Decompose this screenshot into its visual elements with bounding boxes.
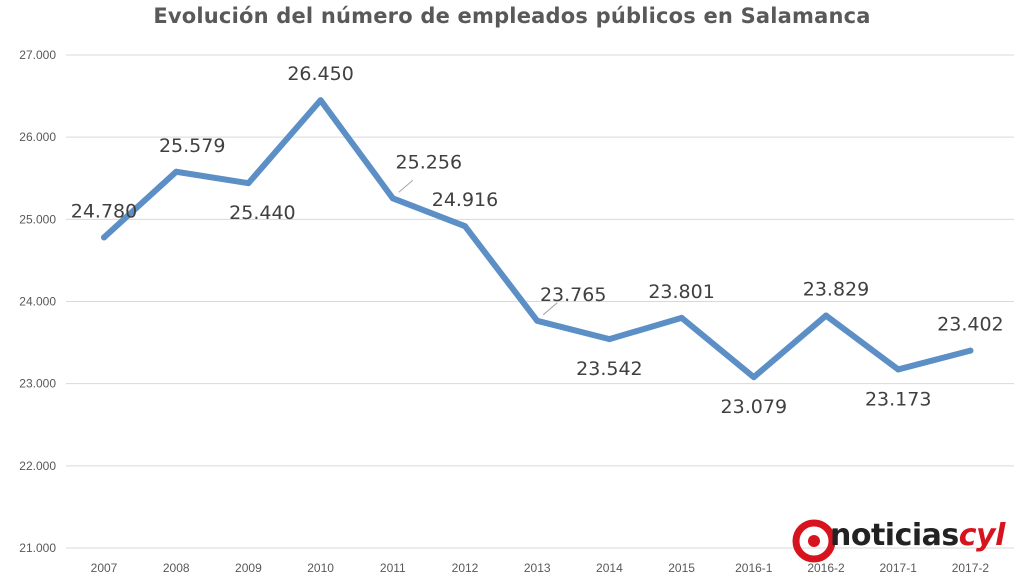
data-label: 23.829 [803,279,869,301]
data-point [534,317,541,324]
y-axis-ticks: 21.000 22.000 23.000 24.000 25.000 26.000 27.0… [19,48,56,555]
data-label: 24.916 [432,189,498,211]
data-label: 23.173 [865,388,931,410]
data-point [823,312,829,319]
data-label: 25.579 [159,135,225,157]
label-leader-line [398,179,414,193]
x-tick-label: 2016-1 [735,561,773,575]
x-tick-label: 2017-2 [952,561,990,575]
data-point [462,223,468,230]
data-point [317,97,324,104]
data-label: 23.079 [721,396,787,418]
x-tick-label: 2015 [668,561,695,575]
data-point [245,180,252,187]
data-label: 26.450 [287,63,353,85]
x-tick-label: 2010 [307,561,334,575]
series-line [101,97,974,381]
gridlines [66,54,1014,549]
data-labels: 24.780 25.579 25.440 26.450 25.256 24.916 23.7… [71,63,1004,418]
data-label: 23.542 [576,358,642,380]
x-axis-ticks: 2007 2008 2009 2010 2011 2012 2013 2014 2015 2016… [91,561,990,575]
data-point [678,314,685,321]
data-label: 23.402 [937,314,1003,336]
data-point [895,366,902,373]
data-point [101,234,107,241]
y-tick-label: 27.000 [19,48,56,62]
data-label: 24.780 [71,200,137,222]
brand-wordmark: noticiascyl [830,518,1005,553]
data-label: 23.765 [540,284,606,306]
y-tick-label: 23.000 [19,377,56,391]
x-tick-label: 2012 [452,561,479,575]
chart-title: Evolución del número de empleados públic… [153,4,871,28]
x-tick-label: 2013 [524,561,551,575]
y-tick-label: 21.000 [19,541,56,555]
y-tick-label: 25.000 [19,212,56,226]
y-tick-label: 22.000 [19,459,56,473]
data-point [750,374,757,381]
y-tick-label: 26.000 [19,130,56,144]
data-point [967,347,974,354]
data-point [606,336,613,343]
data-point [173,168,180,175]
x-tick-label: 2009 [235,561,262,575]
data-label: 23.801 [648,281,714,303]
data-label: 25.440 [229,202,295,224]
brand-name: noticias [830,518,959,553]
x-tick-label: 2016-2 [807,561,845,575]
x-tick-label: 2017-1 [880,561,918,575]
y-tick-label: 24.000 [19,295,56,309]
data-label: 25.256 [396,151,462,173]
brand-accent: cyl [958,518,1006,553]
label-leader-line [542,302,558,316]
x-tick-label: 2007 [91,561,118,575]
series-line-layer [101,97,974,381]
x-tick-label: 2014 [596,561,623,575]
brand-watermark: noticiascyl [792,514,1005,568]
data-point [389,195,396,202]
brand-logo-icon [792,519,836,563]
x-tick-label: 2011 [380,561,406,575]
x-tick-label: 2008 [163,561,190,575]
